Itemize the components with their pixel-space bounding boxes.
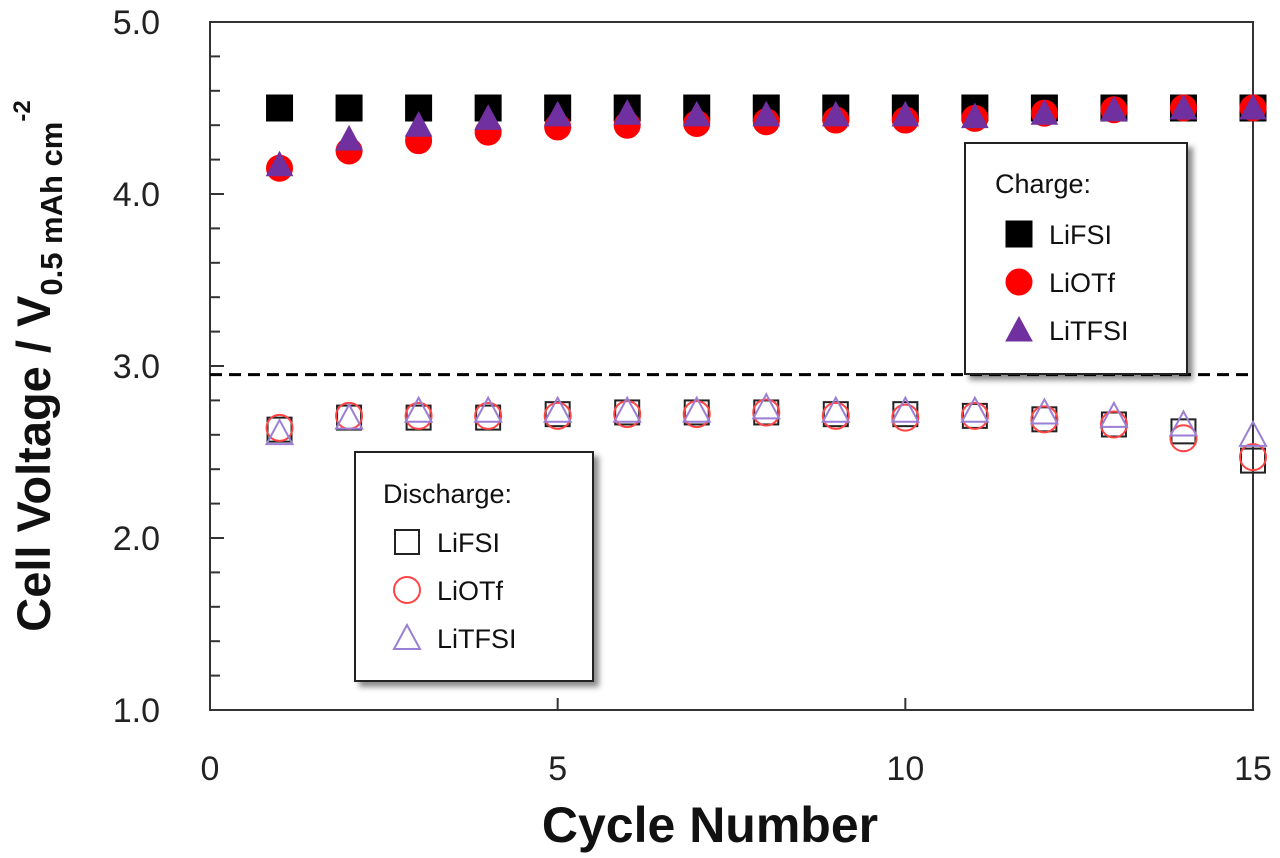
data-point-discharge-litfsi [821,395,851,423]
data-point-discharge-litfsi [890,395,921,423]
data-point-charge-lifsi [266,94,294,122]
data-point-discharge-liotf [682,400,711,429]
data-point-discharge-liotf [752,398,781,427]
y-tick-label: 2.0 [113,520,160,558]
data-point-discharge-litfsi [612,395,642,423]
data-point-charge-lifsi [335,94,363,122]
y-axis-title-main: Cell Voltage / V [7,295,60,632]
legend-marker-lifsi [394,529,420,555]
data-point-discharge-litfsi [264,417,295,446]
x-axis-ticks: 0 5 10 15 [201,698,1272,788]
y-tick-label: 4.0 [113,176,160,214]
data-point-charge-litfsi [752,100,781,127]
y-axis-ticks: 1.0 2.0 3.0 4.0 5.0 [113,4,224,730]
charge-legend: Charge: LiFSI LiOTf LiTFSI [964,142,1188,375]
x-tick-label: 5 [548,750,567,788]
series-discharge-litfsi [264,392,1268,447]
data-point-discharge-litfsi [542,395,573,423]
data-point-discharge-liotf [1239,443,1267,472]
y-axis-title: Cell Voltage / V0.5 mAh cm-2 [7,100,69,631]
legend-label-litfsi: LiTFSI [1049,316,1129,346]
legend-label-lifsi: LiFSI [1049,220,1112,250]
x-tick-label: 10 [886,750,924,788]
legend-label-lifsi: LiFSI [437,528,500,558]
legend-label-liotf: LiOTf [437,576,504,606]
legend-marker-liotf [393,576,421,604]
data-point-discharge-liotf [265,413,294,442]
data-point-charge-litfsi [335,124,363,151]
data-point-charge-litfsi [1100,95,1128,122]
charge-legend-box [964,142,1188,375]
charge-legend-title: Charge: [995,169,1091,199]
legend-marker-lifsi [1005,220,1033,248]
legend-marker-litfsi [1005,315,1033,342]
data-point-discharge-litfsi [751,392,781,420]
data-point-charge-litfsi [265,150,294,177]
data-point-charge-litfsi [682,100,711,127]
data-point-charge-litfsi [404,111,433,137]
legend-marker-litfsi [392,622,422,651]
data-point-discharge-litfsi [473,395,503,423]
data-point-discharge-litfsi [960,395,990,423]
x-tick-label: 0 [201,750,220,788]
data-point-discharge-liotf [613,400,642,429]
data-point-charge-litfsi [891,100,920,127]
data-point-discharge-liotf [474,401,503,430]
data-point-discharge-litfsi [1168,409,1199,437]
data-point-charge-litfsi [961,102,989,129]
x-tick-label: 15 [1234,750,1272,788]
data-point-discharge-litfsi [403,395,434,423]
data-point-discharge-litfsi [334,402,364,430]
y-tick-label: 1.0 [113,692,160,730]
data-point-discharge-litfsi [1238,419,1268,447]
data-point-charge-litfsi [1030,99,1059,125]
data-point-charge-litfsi [613,99,642,125]
legend-label-litfsi: LiTFSI [437,624,517,654]
data-point-charge-litfsi [1239,93,1267,120]
data-point-discharge-liotf [960,401,989,430]
discharge-legend-box [354,451,594,682]
data-point-discharge-liotf [1169,424,1198,453]
discharge-legend-title: Discharge: [383,479,512,509]
data-point-discharge-litfsi [682,395,712,423]
data-point-discharge-liotf [891,403,920,432]
data-point-charge-litfsi [1169,93,1198,120]
data-point-discharge-litfsi [1029,397,1060,425]
legend-label-liotf: LiOTf [1049,268,1116,298]
series-charge-litfsi [265,93,1267,177]
data-point-discharge-liotf [821,401,850,430]
data-point-discharge-liotf [1030,405,1059,434]
data-point-discharge-liotf [543,401,572,430]
legend-marker-liotf [1005,268,1033,296]
data-point-discharge-liotf [1099,410,1128,439]
data-point-discharge-litfsi [1099,400,1129,428]
data-marks [264,93,1268,474]
data-point-charge-litfsi [543,100,572,127]
data-point-discharge-liotf [404,401,433,430]
x-axis-title: Cycle Number [542,797,878,853]
discharge-legend: Discharge: LiFSI LiOTf LiTFSI [354,451,594,682]
y-tick-label: 5.0 [113,4,160,42]
y-tick-label: 3.0 [113,348,160,386]
y-axis-title-subscript: 0.5 mAh cm [34,122,69,296]
y-axis-title-superscript: -2 [9,100,36,121]
data-point-charge-litfsi [821,100,850,127]
data-point-charge-litfsi [474,104,502,130]
